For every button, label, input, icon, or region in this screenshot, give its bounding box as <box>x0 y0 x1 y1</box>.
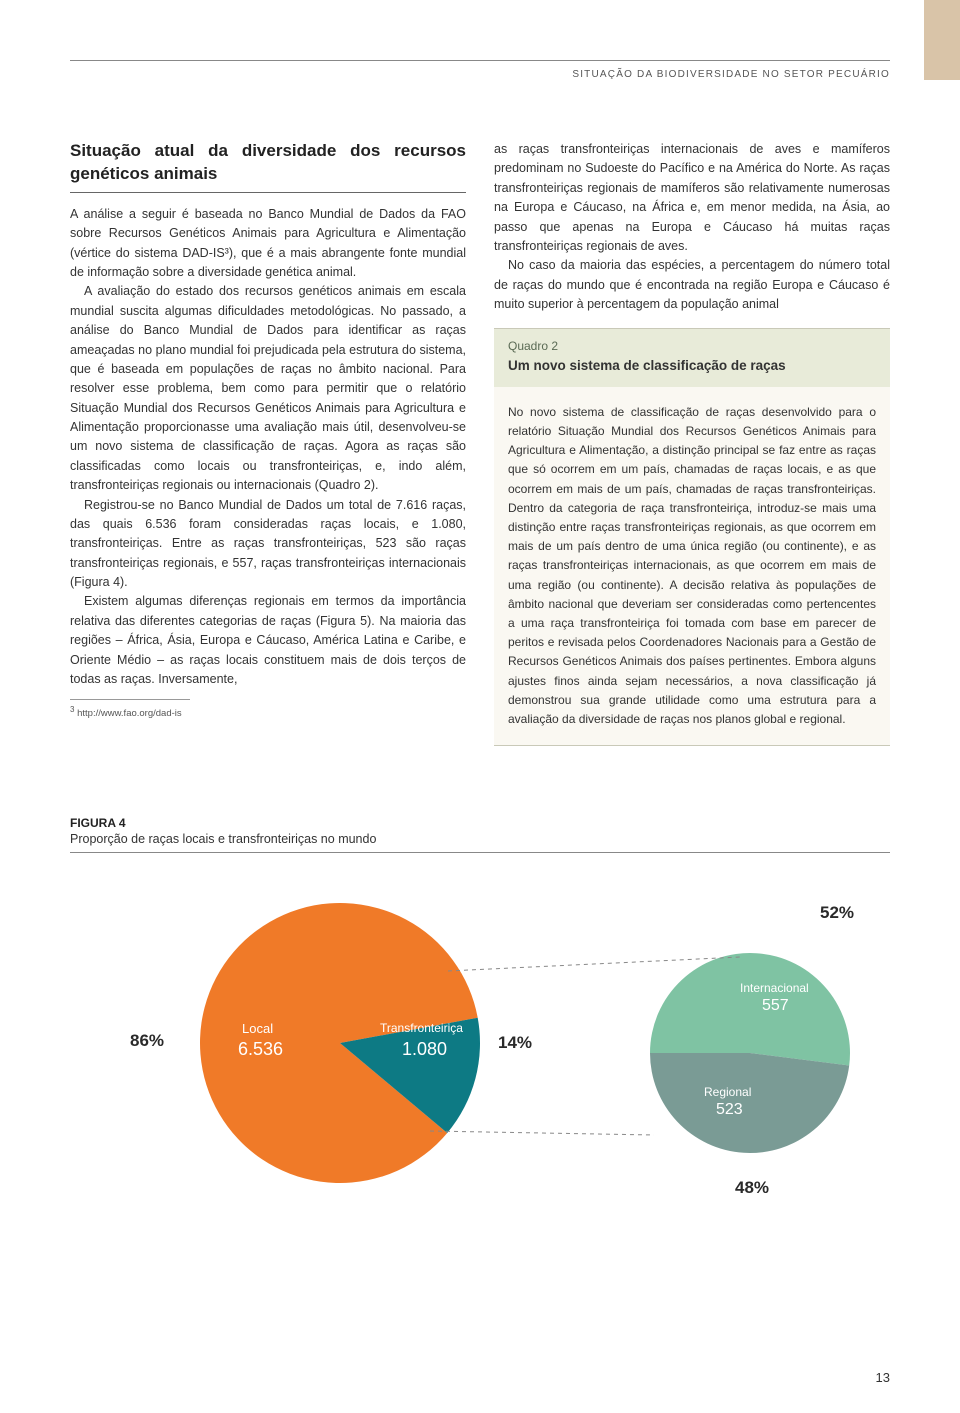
page: SITUAÇÃO DA BIODIVERSIDADE NO SETOR PECU… <box>0 0 960 1413</box>
title-rule <box>70 192 466 193</box>
figure-rule <box>70 852 890 853</box>
footnote-rule <box>70 699 190 700</box>
pct-label-top: 52% <box>820 903 854 923</box>
paragraph: A avaliação do estado dos recursos genét… <box>70 282 466 495</box>
footnote-number: 3 <box>70 705 74 714</box>
pie-charts-svg <box>70 873 890 1213</box>
paragraph: A análise a seguir é baseada no Banco Mu… <box>70 205 466 283</box>
footnote: 3 http://www.fao.org/dad-is <box>70 704 466 722</box>
pct-label-left: 86% <box>130 1031 164 1051</box>
pct-label-bottom: 48% <box>735 1178 769 1198</box>
paragraph: Existem algumas diferenças regionais em … <box>70 592 466 689</box>
quadro-number: Quadro 2 <box>508 337 876 356</box>
slice-value-intl: 557 <box>762 997 789 1015</box>
figure-label: FIGURA 4 <box>70 816 890 830</box>
chart-area: 86% 14% 52% 48% Local 6.536 Transfrontei… <box>70 873 890 1213</box>
slice-value-reg: 523 <box>716 1101 743 1119</box>
two-column-layout: Situação atual da diversidade dos recurs… <box>70 140 890 746</box>
figure-block: FIGURA 4 Proporção de raças locais e tra… <box>70 816 890 1213</box>
slice-label-local: Local <box>242 1021 273 1036</box>
slice-value-trans: 1.080 <box>402 1039 447 1060</box>
quadro-title: Um novo sistema de classificação de raça… <box>508 356 876 377</box>
quadro-body: No novo sistema de classificação de raça… <box>494 387 890 745</box>
section-title: Situação atual da diversidade dos recurs… <box>70 140 466 186</box>
running-head: SITUAÇÃO DA BIODIVERSIDADE NO SETOR PECU… <box>70 69 890 80</box>
paragraph: Registrou-se no Banco Mundial de Dados u… <box>70 496 466 593</box>
paragraph: No caso da maioria das espécies, a perce… <box>494 256 890 314</box>
quadro-box: Quadro 2 Um novo sistema de classificaçã… <box>494 328 890 746</box>
left-column: Situação atual da diversidade dos recurs… <box>70 140 466 746</box>
slice-label-trans: Transfronteiriça <box>380 1021 463 1035</box>
corner-tab <box>924 0 960 80</box>
right-column: as raças transfronteiriças internacionai… <box>494 140 890 746</box>
paragraph: as raças transfronteiriças internacionai… <box>494 140 890 256</box>
footnote-text: http://www.fao.org/dad-is <box>77 708 182 719</box>
slice-label-intl: Internacional <box>740 981 809 995</box>
slice-value-local: 6.536 <box>238 1039 283 1060</box>
page-number: 13 <box>876 1370 890 1385</box>
pct-label-right: 14% <box>498 1033 532 1053</box>
slice-label-reg: Regional <box>704 1085 751 1099</box>
figure-caption: Proporção de raças locais e transfrontei… <box>70 832 890 846</box>
quadro-header: Quadro 2 Um novo sistema de classificaçã… <box>494 329 890 387</box>
header-rule <box>70 60 890 61</box>
